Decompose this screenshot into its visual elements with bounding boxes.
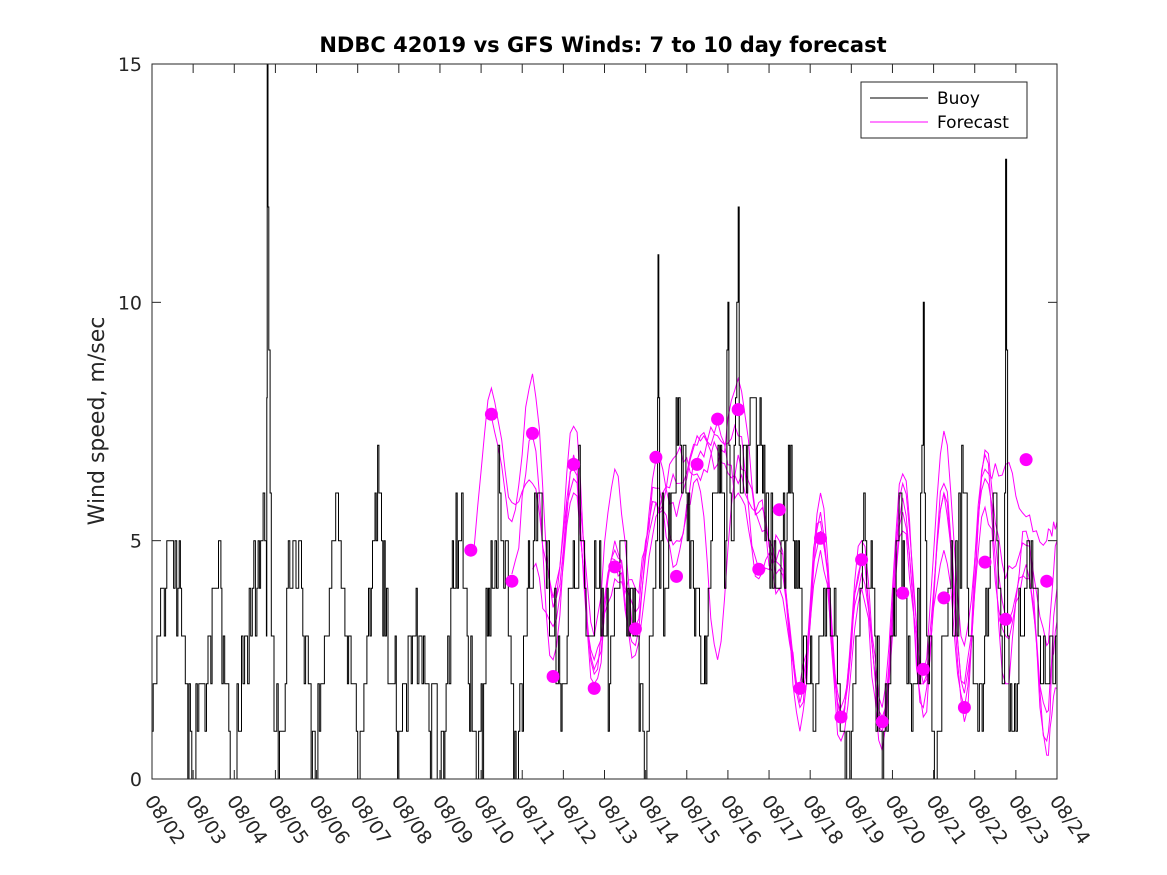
y-axis-label: Wind speed, m/sec	[85, 317, 110, 526]
x-tick-label: 08/24	[1045, 791, 1094, 848]
x-tick-label: 08/13	[592, 791, 641, 848]
forecast-markers	[464, 403, 1054, 729]
forecast-marker	[896, 586, 910, 600]
forecast-marker	[978, 555, 992, 569]
forecast-marker	[1040, 574, 1054, 588]
forecast-marker	[772, 503, 786, 517]
forecast-marker	[855, 553, 869, 567]
forecast-line	[552, 453, 1058, 756]
x-tick-label: 08/21	[921, 791, 970, 848]
legend: Buoy Forecast	[860, 81, 1028, 139]
y-tick-label: 5	[130, 531, 142, 553]
forecast-marker	[793, 681, 807, 695]
x-tick-label: 08/20	[880, 791, 929, 848]
forecast-marker	[752, 562, 766, 576]
x-tick-label: 08/03	[181, 791, 230, 848]
x-tick-label: 08/07	[346, 791, 395, 848]
y-tick-label: 10	[118, 292, 142, 314]
x-tick-label: 08/10	[469, 791, 518, 848]
forecast-marker	[834, 710, 848, 724]
forecast-marker	[628, 622, 642, 636]
forecast-marker	[670, 569, 683, 583]
chart-title: NDBC 42019 vs GFS Winds: 7 to 10 day for…	[319, 33, 886, 57]
y-tick-label: 15	[118, 54, 142, 76]
forecast-marker	[484, 407, 498, 421]
forecast-marker	[690, 457, 704, 471]
x-tick-label: 08/22	[963, 791, 1012, 848]
x-tick-label: 08/02	[140, 791, 189, 848]
x-tick-label: 08/11	[510, 791, 559, 848]
legend-box	[860, 81, 1028, 139]
x-tick-label: 08/04	[222, 791, 271, 848]
forecast-marker	[505, 574, 519, 588]
x-tick-label: 08/08	[387, 791, 436, 848]
x-tick-label: 08/06	[304, 791, 353, 848]
x-tick-label: 08/19	[839, 791, 888, 848]
forecast-line	[532, 423, 1058, 719]
forecast-marker	[916, 662, 930, 676]
forecast-marker	[464, 543, 478, 557]
forecast-marker	[608, 560, 622, 574]
x-tick-label: 08/05	[263, 791, 312, 848]
x-tick-label: 08/15	[675, 791, 724, 848]
forecast-marker	[546, 670, 560, 683]
forecast-marker	[587, 681, 601, 695]
forecast-marker	[526, 426, 539, 440]
forecast-marker	[814, 531, 827, 545]
forecast-marker	[999, 612, 1013, 626]
forecast-marker	[731, 403, 745, 417]
forecast-marker	[937, 591, 951, 605]
x-tick-label: 08/17	[757, 791, 806, 848]
x-tick-label: 08/12	[551, 791, 600, 848]
forecast-marker	[1019, 453, 1033, 467]
plot-area	[151, 63, 1058, 780]
forecast-marker	[567, 457, 581, 471]
plot-background	[152, 64, 1057, 779]
x-tick-label: 08/23	[1004, 791, 1053, 848]
x-tick-label: 08/14	[634, 791, 683, 848]
x-tick-label: 08/16	[716, 791, 765, 848]
y-axis: 0 5 10 15	[118, 54, 1057, 791]
legend-label-forecast: Forecast	[937, 113, 1009, 133]
legend-label-buoy: Buoy	[937, 89, 980, 109]
y-tick-label: 0	[130, 769, 142, 791]
forecast-marker	[957, 701, 971, 714]
x-tick-label: 08/18	[798, 791, 847, 848]
forecast-lines	[470, 373, 1058, 756]
forecast-marker	[649, 450, 663, 464]
forecast-marker	[875, 715, 889, 729]
forecast-marker	[711, 412, 725, 426]
x-tick-label: 08/09	[428, 791, 477, 848]
